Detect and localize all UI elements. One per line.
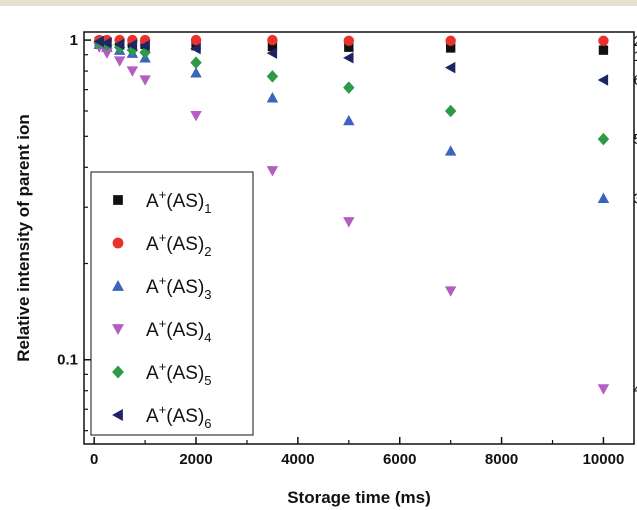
x-tick-label: 10000: [583, 451, 625, 468]
series-end-label: 2: [633, 33, 637, 50]
data-point-series-4: [126, 66, 139, 77]
data-point-series-6: [101, 37, 112, 49]
data-point-series-4: [101, 48, 113, 59]
series-end-labels: 21 6 5 3 4: [633, 33, 637, 398]
data-point-series-4: [190, 111, 202, 122]
data-point-series-4: [113, 56, 126, 67]
data-point-series-2: [267, 34, 278, 46]
y-axis-title: Relative intensity of parent ion: [14, 114, 33, 362]
data-point-series-5: [343, 81, 355, 94]
legend: A+(AS)1 A+(AS)2 A+(AS)3 A+(AS)4 A+(AS)5 A+(AS…: [90, 171, 254, 436]
data-point-series-3: [190, 67, 202, 78]
data-point-series-3: [266, 92, 279, 103]
data-point-series-2: [343, 35, 355, 46]
top-rule: [0, 0, 637, 6]
data-point-series-4: [343, 217, 355, 228]
x-tick-label: 4000: [281, 451, 314, 468]
data-point-series-6: [444, 61, 456, 74]
data-point-series-1: [445, 43, 456, 53]
data-point-series-6: [190, 42, 201, 55]
data-point-series-2: [598, 35, 609, 46]
legend-marker: [112, 409, 123, 421]
data-point-series-6: [266, 47, 278, 59]
axis-ticks: [84, 39, 605, 444]
data-point-series-1: [267, 41, 278, 52]
legend-box: [90, 171, 254, 436]
data-point-series-4: [597, 384, 610, 395]
data-point-series-1: [598, 45, 609, 55]
series-end-label: 4: [633, 381, 637, 398]
x-tick-label: 8000: [485, 451, 518, 468]
legend-marker: [113, 195, 123, 205]
x-tick-label: 2000: [179, 451, 212, 468]
data-point-series-5: [266, 70, 279, 83]
data-point-series-3: [597, 192, 610, 203]
data-point-series-5: [597, 132, 610, 146]
y-tick-label: 1: [70, 32, 78, 49]
x-tick-label: 6000: [383, 451, 416, 468]
legend-label: A+(AS)1: [146, 187, 212, 216]
x-tick-label: 0: [90, 451, 98, 468]
legend-label: A+(AS)5: [146, 359, 212, 388]
data-point-series-2: [190, 34, 202, 46]
data-markers: [93, 34, 610, 395]
legend-label: A+(AS)2: [146, 230, 212, 259]
legend-marker: [112, 365, 124, 379]
plot-frame: [83, 31, 635, 445]
x-axis-title: Storage time (ms): [287, 488, 431, 507]
data-point-series-5: [444, 104, 457, 118]
series-end-label: 1: [633, 48, 637, 65]
axis-tick-labels: 0 2000 4000 6000 8000 10000 0.1 1: [57, 32, 624, 468]
data-point-series-5: [126, 43, 139, 57]
y-tick-label: 0.1: [57, 352, 78, 369]
data-point-series-5: [190, 56, 202, 69]
data-point-series-6: [597, 74, 609, 86]
data-point-series-6: [93, 35, 104, 48]
data-point-series-2: [445, 35, 456, 46]
legend-marker: [112, 237, 124, 249]
data-point-series-6: [126, 39, 138, 51]
series-end-label: 5: [633, 131, 637, 148]
data-point-series-3: [343, 114, 355, 126]
data-point-series-3: [444, 145, 457, 156]
data-point-series-4: [444, 286, 457, 297]
legend-label: A+(AS)6: [146, 402, 212, 431]
legend-marker: [112, 280, 124, 291]
legend-label: A+(AS)4: [146, 316, 212, 345]
series-end-label: 3: [633, 190, 637, 207]
series-end-label: 6: [633, 72, 637, 89]
data-point-series-6: [343, 52, 354, 64]
legend-marker: [112, 324, 124, 335]
data-point-series-1: [344, 42, 354, 52]
data-point-series-4: [266, 166, 279, 177]
legend-label: A+(AS)3: [146, 273, 212, 302]
data-point-series-6: [113, 38, 125, 51]
data-point-series-6: [139, 40, 150, 52]
data-point-series-4: [139, 75, 151, 86]
